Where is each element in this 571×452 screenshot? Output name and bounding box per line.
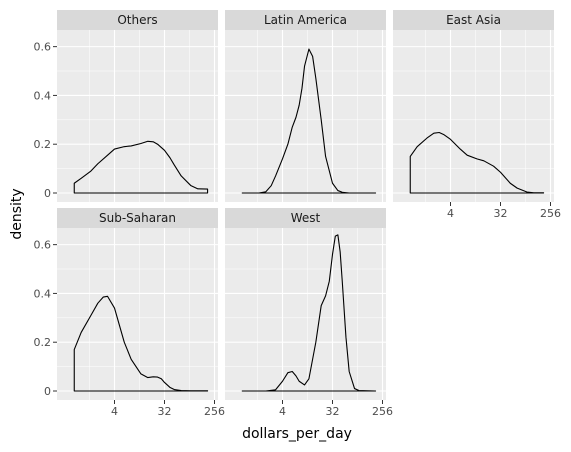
x-tick-label: 256: [372, 405, 393, 418]
y-tick-label: 0: [44, 187, 51, 200]
facet-west: West 4 32 256: [225, 208, 393, 418]
facet-strip-label: Others: [117, 13, 157, 27]
y-tick-label: 0.2: [34, 336, 52, 349]
facet-sub-saharan: Sub-Saharan 0 0.2 0.4 0.6 4 32 256: [34, 208, 225, 418]
y-tick-label: 0.2: [34, 138, 52, 151]
facet-strip: [225, 10, 386, 30]
facet-panel-background: [57, 228, 218, 400]
facet-strip-label: Latin America: [264, 13, 347, 27]
x-tick-label: 4: [279, 405, 286, 418]
x-tick-label: 256: [540, 207, 561, 220]
x-axis-title: dollars_per_day: [242, 426, 352, 442]
facet-strip-label: East Asia: [446, 13, 501, 27]
facet-latin-america: Latin America: [225, 10, 386, 202]
facet-strip: [225, 208, 386, 228]
facet-panel-background: [225, 228, 386, 400]
x-tick-label: 256: [204, 405, 225, 418]
x-tick-label: 4: [111, 405, 118, 418]
facet-strip: [57, 10, 218, 30]
density-curve: [241, 48, 377, 194]
density-curve: [409, 131, 545, 194]
density-curve: [73, 140, 209, 194]
facet-strip: [57, 208, 218, 228]
facet-panel-background: [225, 30, 386, 202]
x-tick-label: 32: [326, 405, 340, 418]
y-tick-label: 0.4: [34, 89, 52, 102]
x-tick-label: 32: [494, 207, 508, 220]
y-tick-label: 0.6: [34, 239, 52, 252]
density-curve: [73, 295, 209, 392]
x-tick-label: 4: [447, 207, 454, 220]
y-tick-label: 0: [44, 385, 51, 398]
facet-panel-background: [57, 30, 218, 202]
y-axis-title: density: [9, 188, 25, 239]
y-tick-label: 0.4: [34, 287, 52, 300]
facet-panel-background: [393, 30, 554, 202]
facet-panels: Others 0 0.2 0.4 0.6 Latin America East Asia 4 3…: [34, 10, 561, 418]
y-tick-label: 0.6: [34, 41, 52, 54]
facet-strip: [393, 10, 554, 30]
x-tick-label: 32: [158, 405, 172, 418]
facet-others: Others 0 0.2 0.4 0.6: [34, 10, 218, 202]
facet-east-asia: East Asia 4 32 256: [393, 10, 561, 220]
facet-strip-label: Sub-Saharan: [99, 211, 176, 225]
facet-strip-label: West: [291, 211, 321, 225]
density-curve: [241, 234, 377, 392]
